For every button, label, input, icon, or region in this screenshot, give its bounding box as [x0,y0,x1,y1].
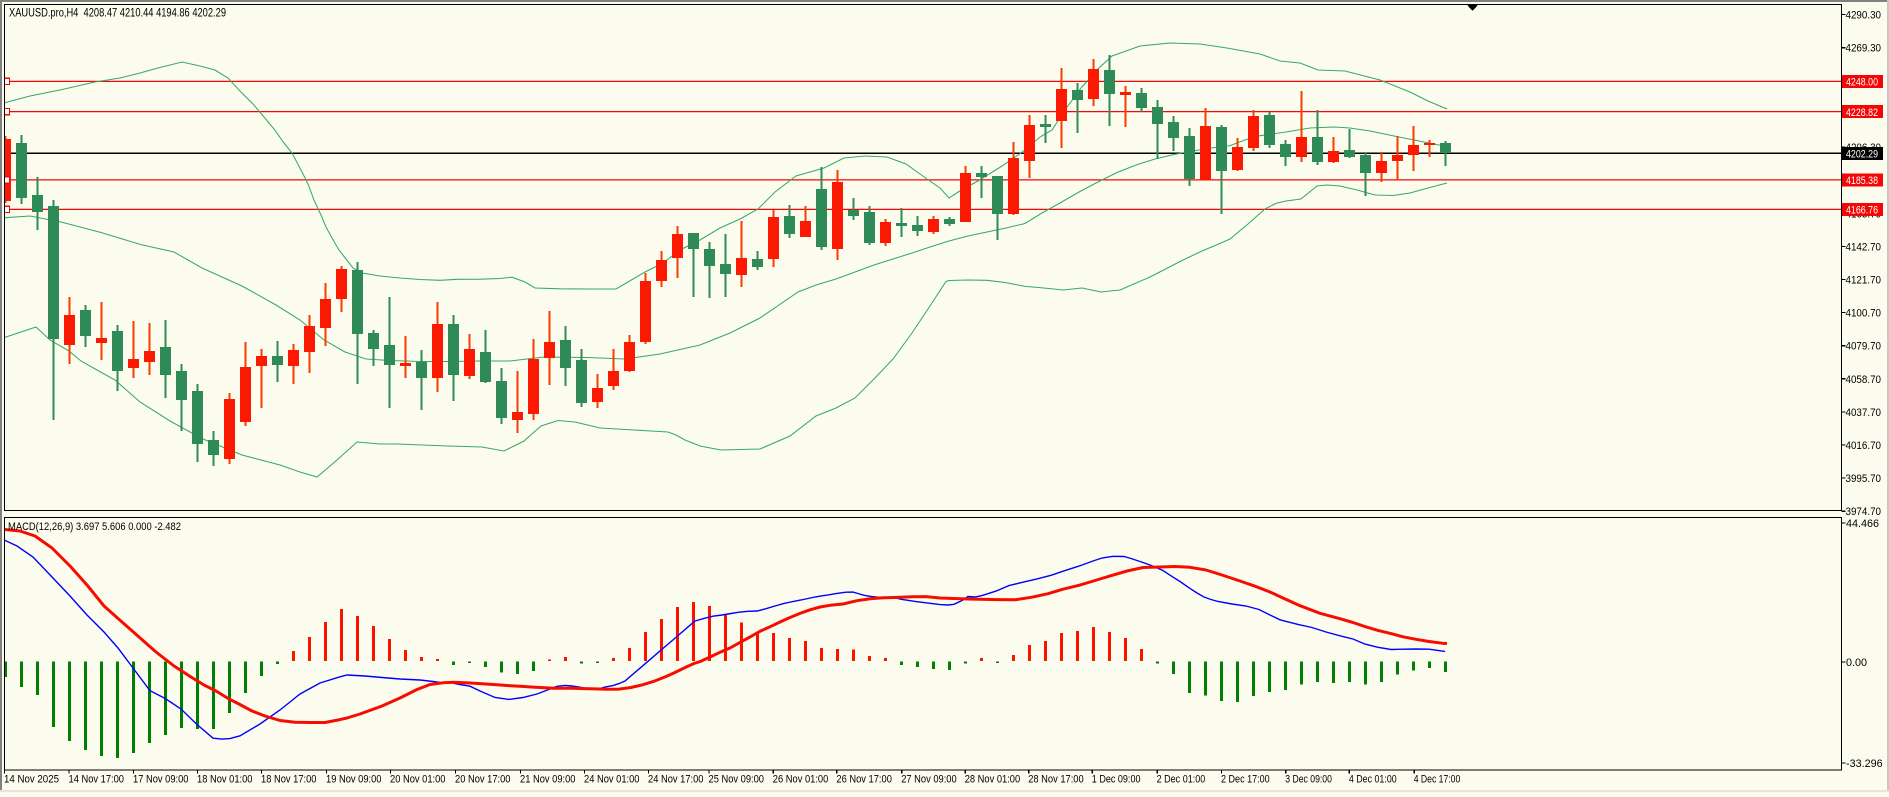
svg-text:26 Nov 01:00: 26 Nov 01:00 [773,774,829,786]
svg-text:4 Dec 17:00: 4 Dec 17:00 [1414,774,1461,786]
svg-text:20 Nov 01:00: 20 Nov 01:00 [390,774,446,786]
svg-text:14 Nov 2025: 14 Nov 2025 [4,774,59,786]
svg-text:4100.70: 4100.70 [1846,308,1882,320]
svg-text:1 Dec 09:00: 1 Dec 09:00 [1092,774,1141,786]
svg-text:2 Dec 17:00: 2 Dec 17:00 [1221,774,1270,786]
svg-text:14 Nov 17:00: 14 Nov 17:00 [69,774,125,786]
svg-text:4058.70: 4058.70 [1846,374,1882,386]
svg-text:25 Nov 09:00: 25 Nov 09:00 [709,774,765,786]
svg-text:44.466: 44.466 [1846,518,1879,530]
svg-text:28 Nov 17:00: 28 Nov 17:00 [1028,774,1084,786]
svg-text:-33.296: -33.296 [1846,758,1883,770]
svg-text:27 Nov 09:00: 27 Nov 09:00 [901,774,957,786]
svg-text:4290.30: 4290.30 [1846,10,1882,22]
svg-text:4 Dec 01:00: 4 Dec 01:00 [1349,774,1397,786]
svg-text:4016.70: 4016.70 [1846,440,1882,452]
svg-text:18 Nov 01:00: 18 Nov 01:00 [197,774,253,786]
svg-text:4185.38: 4185.38 [1846,175,1878,187]
svg-text:4037.70: 4037.70 [1846,407,1882,419]
svg-text:20 Nov 17:00: 20 Nov 17:00 [455,774,511,786]
svg-text:4228.82: 4228.82 [1846,107,1878,119]
svg-text:24 Nov 17:00: 24 Nov 17:00 [648,774,704,786]
svg-text:4202.29: 4202.29 [1846,149,1878,161]
svg-text:XAUUSD.pro,H4 4208.47 4210.44: XAUUSD.pro,H4 4208.47 4210.44 4194.86 42… [9,6,226,20]
svg-text:3995.70: 3995.70 [1846,473,1882,485]
svg-text:3974.70: 3974.70 [1846,506,1882,518]
svg-text:3 Dec 09:00: 3 Dec 09:00 [1285,774,1332,786]
svg-text:4121.70: 4121.70 [1846,275,1882,287]
svg-text:19 Nov 09:00: 19 Nov 09:00 [326,774,382,786]
svg-text:4166.76: 4166.76 [1846,205,1878,217]
svg-text:4142.70: 4142.70 [1846,241,1882,253]
svg-text:24 Nov 01:00: 24 Nov 01:00 [584,774,640,786]
svg-text:4079.70: 4079.70 [1846,341,1882,353]
svg-text:18 Nov 17:00: 18 Nov 17:00 [261,774,317,786]
svg-text:4269.30: 4269.30 [1846,43,1882,55]
svg-text:4248.00: 4248.00 [1846,77,1878,89]
svg-text:28 Nov 01:00: 28 Nov 01:00 [965,774,1021,786]
svg-text:0.00: 0.00 [1846,657,1867,669]
svg-text:21 Nov 09:00: 21 Nov 09:00 [520,774,576,786]
svg-text:2 Dec 01:00: 2 Dec 01:00 [1157,774,1206,786]
svg-text:MACD(12,26,9) 3.697 5.606 0.00: MACD(12,26,9) 3.697 5.606 0.000 -2.482 [8,521,181,533]
svg-text:26 Nov 17:00: 26 Nov 17:00 [836,774,892,786]
svg-text:17 Nov 09:00: 17 Nov 09:00 [133,774,189,786]
